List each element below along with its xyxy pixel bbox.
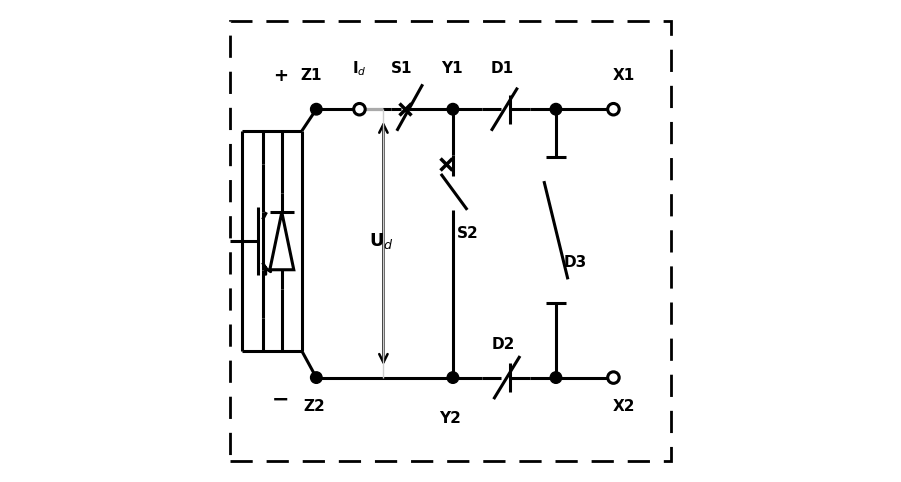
Text: Y2: Y2 [440, 411, 461, 426]
Text: S1: S1 [391, 61, 413, 76]
Text: −: − [271, 389, 289, 409]
Circle shape [311, 372, 322, 383]
Text: D3: D3 [563, 255, 587, 270]
Text: Z2: Z2 [303, 399, 324, 414]
Circle shape [311, 104, 322, 115]
Text: I$_d$: I$_d$ [352, 59, 367, 78]
Text: Z1: Z1 [301, 68, 323, 83]
Circle shape [447, 104, 459, 115]
Circle shape [354, 104, 365, 115]
Circle shape [607, 372, 619, 383]
Text: X1: X1 [613, 68, 635, 83]
Circle shape [551, 104, 561, 115]
Circle shape [551, 372, 561, 383]
Circle shape [447, 372, 459, 383]
Text: D1: D1 [491, 61, 514, 76]
Text: D2: D2 [492, 336, 514, 351]
Circle shape [607, 104, 619, 115]
Text: Y1: Y1 [441, 61, 463, 76]
Text: X2: X2 [613, 399, 635, 414]
Text: U$_d$: U$_d$ [369, 231, 394, 251]
Text: S2: S2 [457, 227, 478, 241]
Text: +: + [273, 67, 288, 85]
